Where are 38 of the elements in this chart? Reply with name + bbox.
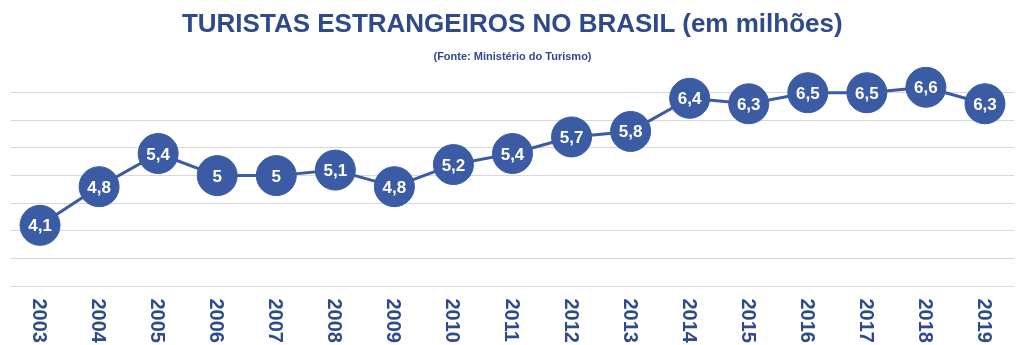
data-label: 6,3	[736, 94, 761, 114]
x-tick-label: 2006	[206, 298, 229, 343]
data-label: 5	[212, 166, 222, 186]
data-label: 6,6	[914, 78, 938, 98]
data-label: 4,8	[87, 177, 111, 197]
x-tick-label: 2014	[678, 298, 701, 344]
chart-title: TURISTAS ESTRANGEIROS NO BRASIL (em milhões)	[181, 7, 843, 38]
data-label: 5,4	[500, 144, 525, 164]
data-label: 4,8	[382, 177, 407, 197]
data-label: 5,8	[618, 122, 643, 142]
data-label: 6,5	[855, 83, 879, 103]
data-label: 5,2	[441, 155, 466, 175]
data-label: 4,1	[28, 216, 52, 236]
x-tick-label: 2017	[855, 298, 878, 343]
data-label: 6,4	[677, 89, 703, 109]
data-label: 6,5	[795, 83, 820, 103]
data-label: 5	[271, 166, 282, 186]
x-tick-label: 2005	[147, 298, 170, 343]
point	[196, 155, 238, 197]
data-label: 5,4	[146, 144, 171, 164]
data-label: 5,1	[323, 161, 348, 181]
point	[255, 155, 297, 197]
data-label: 6,3	[973, 94, 997, 114]
x-tick-label: 2010	[442, 298, 465, 343]
x-tick-label: 2004	[88, 298, 111, 344]
x-tick-label: 2015	[737, 298, 760, 343]
x-tick-label: 2011	[501, 298, 524, 342]
x-tick-label: 2012	[560, 298, 583, 343]
x-tick-label: 2008	[324, 298, 347, 343]
x-tick-label: 2013	[619, 298, 642, 343]
x-tick-label: 2003	[29, 298, 52, 343]
x-tick-label: 2016	[796, 298, 819, 343]
text: (Fonte: Ministério do Turismo)	[433, 49, 592, 62]
x-tick-label: 2019	[973, 298, 996, 343]
x-tick-label: 2007	[265, 298, 288, 343]
x-tick-label: 2018	[914, 298, 937, 343]
x-tick-label: 2009	[383, 298, 406, 343]
data-label: 5,7	[559, 127, 584, 147]
